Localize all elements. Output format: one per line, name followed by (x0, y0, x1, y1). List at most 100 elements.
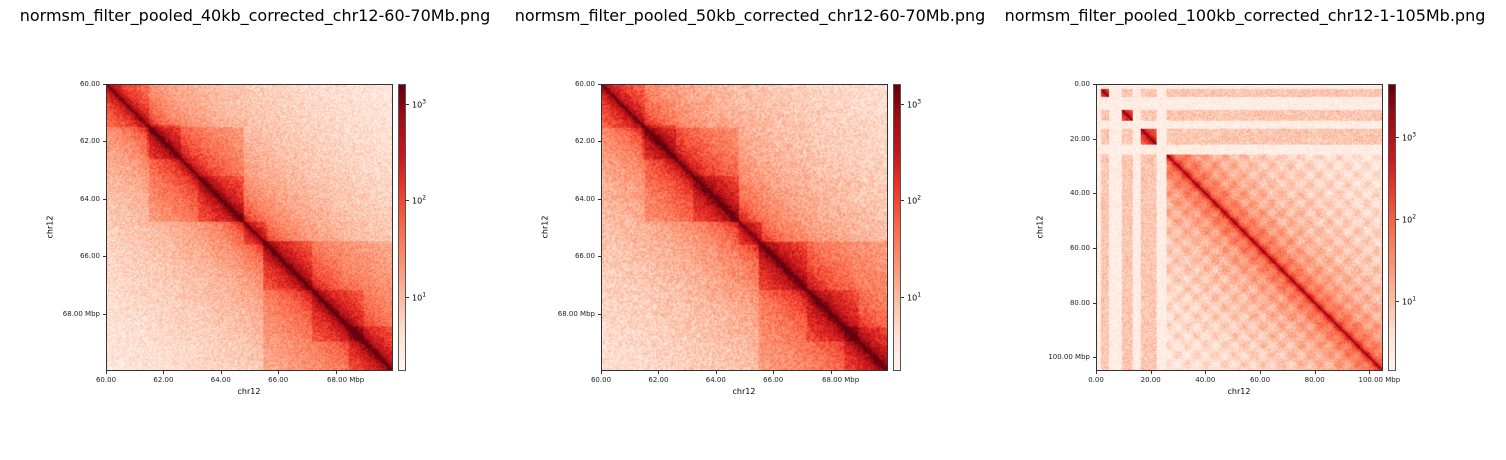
x-tick-label: 64.00 (210, 376, 231, 384)
colorbar-tick-label: 101 (907, 291, 921, 302)
x-tick-mark (278, 371, 280, 374)
y-axis-label: chr12 (540, 215, 550, 239)
colorbar-tick-mark (1396, 300, 1399, 302)
contact-map (106, 84, 393, 371)
x-tick-mark (1314, 371, 1316, 374)
tick-exponent: 3 (422, 98, 427, 106)
x-tick-label: 68.00 Mbp (821, 376, 860, 384)
x-tick-mark (220, 371, 222, 374)
tick-exponent: 2 (1412, 213, 1417, 221)
x-tick-label: 68.00 Mbp (326, 376, 365, 384)
chart-title: normsm_filter_pooled_40kb_corrected_chr1… (19, 6, 491, 25)
tick-base: 10 (1402, 133, 1413, 143)
y-tick-mark (1093, 302, 1096, 304)
x-tick-label: 20.00 (1140, 376, 1161, 384)
colorbar-tick-label: 103 (1402, 131, 1416, 142)
contact-map (601, 84, 888, 371)
tick-base: 10 (412, 293, 423, 303)
colorbar-tick-label: 103 (907, 98, 921, 109)
y-tick-mark (1093, 248, 1096, 249)
colorbar-tick-mark (406, 296, 409, 298)
y-tick-label: 68.00 Mbp (62, 309, 100, 318)
colorbar (398, 84, 406, 371)
x-tick-label: 66.00 (763, 376, 784, 384)
x-tick-mark (1369, 371, 1371, 374)
x-tick-label: 80.00 (1304, 376, 1325, 384)
colorbar-tick-mark (1396, 218, 1399, 220)
colorbar-tick-label: 102 (1402, 214, 1416, 225)
y-tick-mark (598, 198, 601, 200)
x-tick-mark (106, 371, 107, 374)
tick-exponent: 1 (917, 291, 922, 299)
y-tick-mark (103, 141, 106, 143)
y-axis-label: chr12 (45, 215, 55, 239)
tick-base: 10 (1402, 215, 1413, 225)
y-tick-label: 62.00 (574, 137, 595, 146)
tick-base: 10 (907, 196, 918, 206)
tick-base: 10 (907, 293, 918, 303)
tick-base: 10 (412, 196, 423, 206)
y-tick-mark (1093, 84, 1096, 85)
y-tick-label: 0.00 (1074, 80, 1090, 88)
colorbar-tick-mark (406, 103, 409, 105)
y-tick-label: 100.00 Mbp (1048, 353, 1090, 362)
y-tick-mark (598, 141, 601, 143)
colorbar-tick-label: 102 (412, 195, 426, 206)
tick-base: 10 (907, 100, 918, 110)
colorbar-tick-mark (1396, 136, 1399, 138)
y-tick-mark (1093, 357, 1096, 359)
y-tick-label: 64.00 (79, 194, 100, 203)
colorbar-tick-label: 102 (907, 195, 921, 206)
chart-title: normsm_filter_pooled_100kb_corrected_chr… (1004, 6, 1486, 25)
y-tick-label: 20.00 (1069, 134, 1090, 143)
y-axis-label: chr12 (1035, 215, 1045, 239)
colorbar (893, 84, 901, 371)
colorbar-tick-label: 101 (1402, 296, 1416, 307)
x-tick-label: 62.00 (153, 376, 174, 384)
x-tick-mark (601, 371, 602, 374)
heatmap-panel: 103 102 101 60.00 60.00 62.00 62.00 64.00 64.00 6… (46, 80, 427, 396)
x-tick-mark (715, 371, 717, 374)
x-tick-label: 60.00 (590, 376, 612, 384)
tick-exponent: 1 (422, 291, 427, 299)
tick-exponent: 2 (422, 194, 427, 202)
y-tick-mark (1093, 193, 1096, 195)
colorbar-tick-label: 101 (412, 291, 426, 302)
y-tick-mark (1093, 138, 1096, 140)
tick-exponent: 2 (917, 194, 922, 202)
x-tick-label: 60.00 (1249, 376, 1271, 384)
y-tick-mark (103, 198, 106, 200)
y-tick-mark (598, 313, 601, 315)
y-tick-label: 40.00 (1069, 189, 1090, 198)
x-tick-mark (658, 371, 660, 374)
y-tick-label: 60.00 (574, 80, 595, 88)
x-axis-label: chr12 (237, 387, 261, 396)
y-tick-mark (103, 313, 106, 315)
colorbar-tick-mark (901, 296, 904, 298)
x-tick-label: 66.00 (268, 376, 289, 384)
tick-exponent: 1 (1412, 295, 1417, 303)
tick-exponent: 3 (917, 98, 922, 106)
x-tick-label: 60.00 (95, 376, 117, 384)
x-tick-mark (1096, 371, 1097, 374)
x-tick-mark (1260, 371, 1261, 374)
x-tick-mark (1150, 371, 1152, 374)
y-tick-mark (103, 84, 106, 85)
x-tick-mark (335, 371, 337, 374)
y-tick-label: 60.00 (79, 80, 100, 88)
x-axis-label: chr12 (732, 387, 756, 396)
x-tick-mark (1205, 371, 1207, 374)
y-tick-mark (103, 256, 106, 258)
y-tick-label: 80.00 (1069, 298, 1090, 307)
heatmap-panel: 103 102 101 60.00 60.00 62.00 62.00 64.00 64.00 6… (541, 80, 922, 396)
x-tick-label: 62.00 (648, 376, 669, 384)
y-tick-label: 68.00 Mbp (557, 309, 595, 318)
x-tick-mark (773, 371, 775, 374)
contact-map (1096, 84, 1383, 371)
tick-base: 10 (1402, 297, 1413, 307)
colorbar-tick-mark (901, 103, 904, 105)
y-tick-label: 66.00 (79, 252, 100, 261)
tick-base: 10 (412, 100, 423, 110)
colorbar (1388, 84, 1396, 371)
y-tick-label: 64.00 (574, 194, 595, 203)
